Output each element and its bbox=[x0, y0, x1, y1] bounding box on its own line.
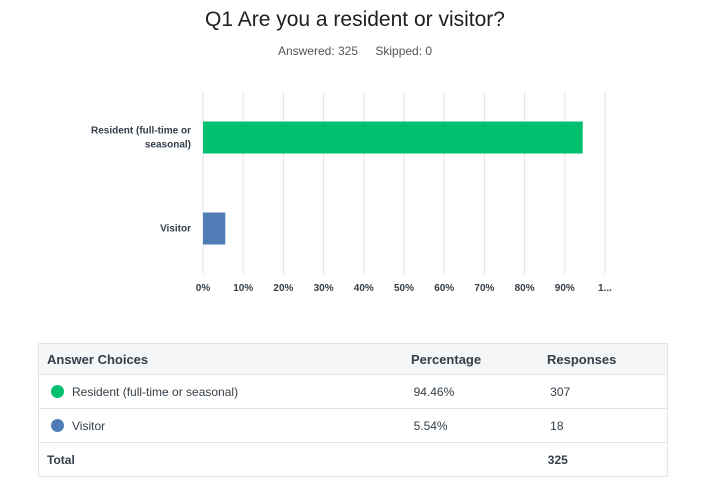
x-tick-label: 40% bbox=[354, 283, 374, 294]
x-tick-label: 0% bbox=[196, 283, 211, 294]
table-total-row: Total 325 bbox=[39, 442, 667, 476]
skipped-count: Skipped: 0 bbox=[375, 44, 433, 58]
answer-table: Answer Choices Percentage Responses Resi… bbox=[38, 343, 668, 477]
answer-choice-label: Visitor bbox=[72, 418, 106, 433]
x-tick-label: 1... bbox=[598, 283, 612, 294]
x-tick-label: 50% bbox=[394, 283, 414, 294]
response-stats: Answered: 325 Skipped: 0 bbox=[0, 44, 710, 58]
x-tick-label: 10% bbox=[233, 283, 253, 294]
table-header-row: Answer Choices Percentage Responses bbox=[39, 344, 667, 374]
bar bbox=[203, 121, 583, 154]
x-tick-label: 60% bbox=[434, 283, 454, 294]
table-row: Visitor 5.54% 18 bbox=[39, 408, 667, 442]
legend-dot-icon bbox=[51, 385, 64, 398]
x-tick-label: 70% bbox=[474, 283, 494, 294]
header-percentage: Percentage bbox=[411, 351, 482, 367]
total-label: Total bbox=[47, 452, 75, 467]
category-label: Resident (full-time or bbox=[91, 126, 191, 137]
x-tick-label: 80% bbox=[515, 283, 535, 294]
answer-choice-cell: Visitor bbox=[39, 419, 400, 433]
x-tick-label: 20% bbox=[273, 283, 293, 294]
responses-cell: 307 bbox=[550, 384, 571, 399]
header-answer-choices: Answer Choices bbox=[47, 351, 149, 367]
percentage-cell: 94.46% bbox=[413, 384, 455, 399]
header-responses: Responses bbox=[547, 351, 617, 367]
percentage-cell: 5.54% bbox=[413, 418, 448, 433]
table-row: Resident (full-time or seasonal) 94.46% … bbox=[39, 374, 667, 408]
bar bbox=[203, 212, 226, 245]
category-label: seasonal) bbox=[145, 140, 191, 151]
answered-count: Answered: 325 bbox=[277, 44, 358, 58]
bar-chart: 0% 10% 20% 30% 40% 50% 60% 70% 80% 90% 1... Residen… bbox=[91, 92, 612, 294]
question-title: Q1 Are you a resident or visitor? bbox=[205, 8, 505, 31]
answer-choice-label: Resident (full-time or seasonal) bbox=[72, 384, 239, 399]
x-tick-label: 30% bbox=[314, 283, 334, 294]
total-value: 325 bbox=[547, 452, 568, 467]
legend-dot-icon bbox=[51, 419, 64, 432]
category-label: Visitor bbox=[160, 224, 191, 235]
answer-choice-cell: Resident (full-time or seasonal) bbox=[39, 385, 400, 399]
responses-cell: 18 bbox=[550, 418, 564, 433]
x-tick-label: 90% bbox=[555, 283, 575, 294]
